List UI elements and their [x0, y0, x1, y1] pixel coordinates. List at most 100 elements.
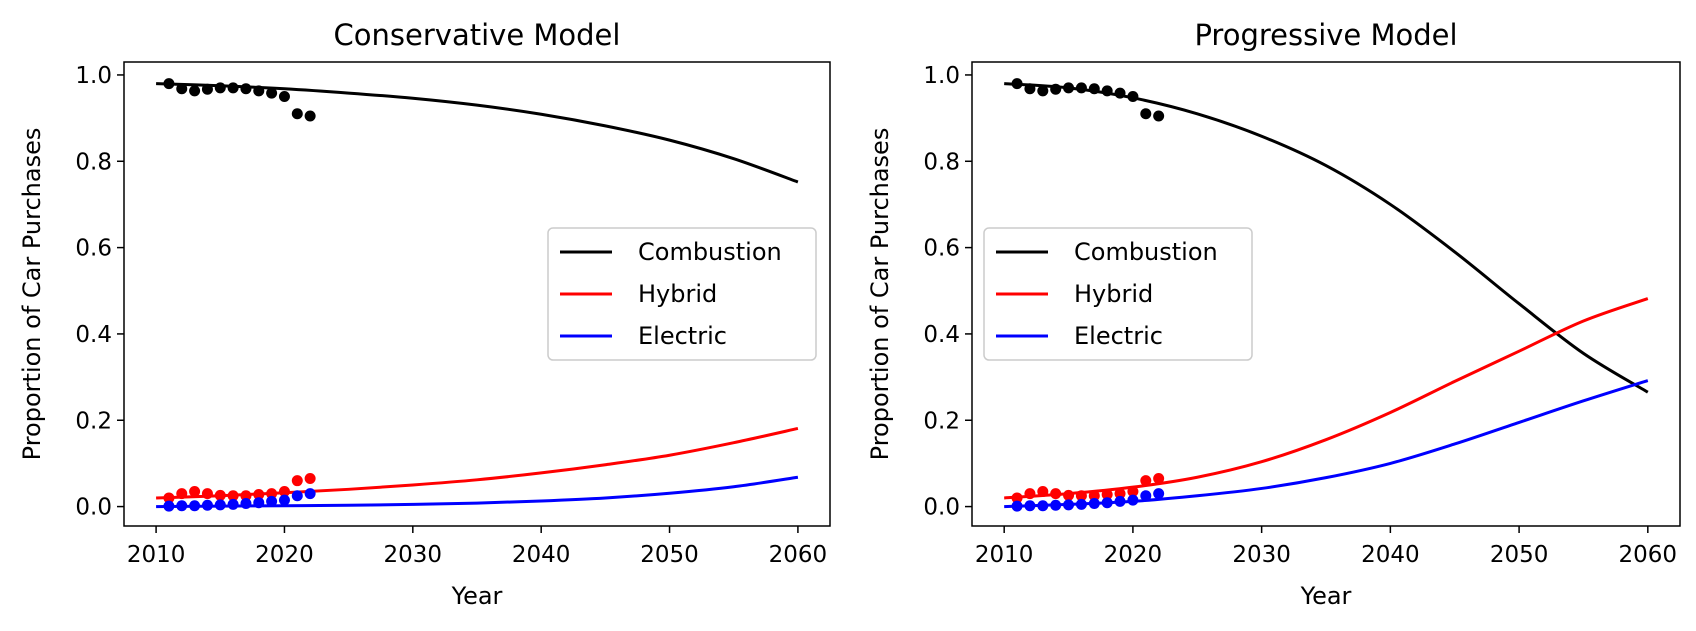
data-point-electric [227, 498, 239, 510]
data-point-hybrid [278, 485, 290, 497]
data-point-combustion [1101, 85, 1113, 97]
x-tick-label: 2050 [640, 542, 699, 568]
data-point-electric [1101, 497, 1113, 509]
legend-label-combustion: Combustion [638, 238, 782, 266]
legend-label-hybrid: Hybrid [638, 280, 717, 308]
data-point-electric [1127, 494, 1139, 506]
y-tick-label: 0.2 [75, 408, 112, 434]
y-tick-label: 1.0 [923, 63, 960, 89]
x-tick-label: 2030 [384, 542, 443, 568]
x-tick-label: 2030 [1232, 542, 1291, 568]
data-point-electric [304, 488, 316, 500]
x-tick-label: 2060 [769, 542, 828, 568]
x-axis-label: Year [451, 582, 503, 610]
legend-label-combustion: Combustion [1074, 238, 1218, 266]
x-axis-label: Year [1300, 582, 1352, 610]
data-point-combustion [1140, 108, 1152, 120]
data-point-combustion [1024, 83, 1036, 95]
data-point-combustion [189, 85, 201, 97]
data-point-hybrid [1088, 490, 1100, 502]
data-point-hybrid [240, 490, 252, 502]
x-tick-label: 2020 [1104, 542, 1163, 568]
data-point-combustion [176, 83, 188, 95]
data-point-electric [189, 500, 201, 512]
data-point-hybrid [201, 488, 213, 500]
series-line-hybrid [1004, 297, 1649, 500]
data-point-hybrid [1153, 473, 1165, 485]
y-tick-label: 0.4 [923, 322, 960, 348]
data-point-electric [291, 490, 303, 502]
data-point-combustion [1153, 110, 1165, 122]
data-point-electric [278, 494, 290, 506]
y-tick-label: 0.8 [923, 149, 960, 175]
data-point-combustion [278, 91, 290, 103]
data-point-hybrid [176, 488, 188, 500]
y-tick-label: 0.0 [75, 495, 112, 521]
data-point-electric [240, 498, 252, 510]
data-point-combustion [1088, 83, 1100, 95]
chart-panel-conservative: Conservative Model Year Proportion of Car … [18, 18, 831, 610]
data-point-combustion [240, 83, 252, 95]
data-point-hybrid [304, 473, 316, 485]
data-point-electric [1050, 499, 1062, 511]
data-point-hybrid [1114, 488, 1126, 500]
y-tick-label: 0.4 [75, 322, 112, 348]
data-point-combustion [291, 108, 303, 120]
legend: Combustion Hybrid Electric [547, 227, 817, 361]
x-tick-label: 2050 [1490, 542, 1549, 568]
y-tick-label: 0.6 [923, 236, 960, 262]
x-tick-label: 2010 [975, 542, 1034, 568]
data-point-combustion [214, 82, 226, 94]
data-point-combustion [1050, 83, 1062, 95]
data-point-combustion [201, 83, 213, 95]
data-point-combustion [1037, 85, 1049, 97]
data-point-electric [1140, 490, 1152, 502]
series-line-hybrid [156, 426, 799, 500]
plot-frame [123, 61, 831, 527]
y-tick-label: 0.0 [923, 495, 960, 521]
y-tick-label: 0.8 [75, 149, 112, 175]
data-point-hybrid [227, 490, 239, 502]
data-point-combustion [163, 78, 175, 90]
data-point-electric [1153, 488, 1165, 500]
data-point-combustion [1114, 87, 1126, 99]
data-point-electric [1011, 500, 1023, 512]
x-tick-label: 2010 [127, 542, 186, 568]
y-axis-label: Proportion of Car Purchases [866, 128, 894, 461]
data-point-electric [176, 500, 188, 512]
data-point-combustion [1011, 78, 1023, 90]
chart-title: Progressive Model [1194, 18, 1457, 52]
data-point-electric [201, 499, 213, 511]
data-point-hybrid [163, 492, 175, 504]
data-point-electric [266, 495, 278, 507]
data-point-hybrid [1140, 475, 1152, 487]
y-axis-label: Proportion of Car Purchases [18, 128, 46, 461]
x-tick-label: 2020 [255, 542, 314, 568]
data-point-hybrid [1075, 490, 1087, 502]
data-point-hybrid [1024, 488, 1036, 500]
data-point-hybrid [1037, 485, 1049, 497]
data-point-combustion [1063, 82, 1075, 94]
x-tick-label: 2040 [512, 542, 571, 568]
data-point-hybrid [1063, 489, 1075, 501]
legend: Combustion Hybrid Electric [983, 227, 1253, 361]
data-point-electric [1063, 499, 1075, 511]
data-point-combustion [253, 85, 265, 97]
data-point-combustion [1075, 82, 1087, 94]
data-point-electric [1114, 495, 1126, 507]
data-point-electric [1024, 500, 1036, 512]
data-point-electric [214, 499, 226, 511]
data-point-hybrid [1050, 488, 1062, 500]
data-point-electric [1088, 498, 1100, 510]
data-point-hybrid [291, 475, 303, 487]
data-point-hybrid [1127, 485, 1139, 497]
data-point-electric [1037, 500, 1049, 512]
x-tick-label: 2060 [1619, 542, 1678, 568]
data-point-electric [1075, 498, 1087, 510]
legend-box [547, 227, 817, 361]
chart-title: Conservative Model [334, 18, 621, 52]
legend-label-hybrid: Hybrid [1074, 280, 1153, 308]
y-tick-label: 0.6 [75, 236, 112, 262]
data-point-hybrid [266, 488, 278, 500]
